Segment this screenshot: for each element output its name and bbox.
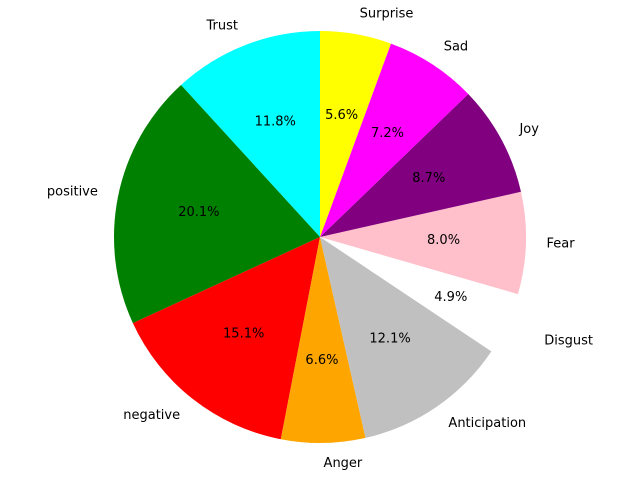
- pct-label-negative: 15.1%: [223, 327, 264, 342]
- slice-positive: [113, 84, 321, 324]
- category-label-fear: Fear: [546, 236, 575, 251]
- category-label-trust: Trust: [206, 18, 238, 33]
- slice-negative: [132, 237, 320, 440]
- slice-disgust: [338, 245, 537, 361]
- category-label-negative: negative: [123, 408, 180, 423]
- pct-label-fear: 8.0%: [427, 233, 460, 248]
- slice-surprise: [320, 31, 391, 237]
- pct-label-trust: 11.8%: [255, 114, 296, 129]
- category-label-positive: positive: [47, 185, 98, 200]
- pie-slices: [113, 31, 537, 443]
- slice-anticipation: [320, 237, 492, 438]
- category-label-anger: Anger: [324, 456, 363, 471]
- category-label-surprise: Surprise: [360, 6, 414, 21]
- pct-label-anticipation: 12.1%: [369, 331, 410, 346]
- pct-label-joy: 8.7%: [412, 171, 445, 186]
- pie-labels: 11.8% Trust 20.1% positive 15.1% negative 6.6%…: [47, 6, 593, 471]
- slice-joy: [320, 93, 521, 237]
- slice-trust: [180, 31, 320, 237]
- pct-label-sad: 7.2%: [371, 126, 404, 141]
- slice-fear: [320, 191, 526, 295]
- slice-sad: [320, 43, 469, 237]
- category-label-joy: Joy: [518, 122, 539, 137]
- pct-label-surprise: 5.6%: [325, 108, 358, 123]
- pct-label-disgust: 4.9%: [434, 290, 467, 305]
- pct-label-positive: 20.1%: [178, 205, 219, 220]
- slice-anger: [280, 237, 366, 443]
- pct-label-anger: 6.6%: [305, 353, 338, 368]
- category-label-anticipation: Anticipation: [448, 416, 526, 431]
- category-label-disgust: Disgust: [544, 334, 593, 349]
- category-label-sad: Sad: [444, 40, 468, 55]
